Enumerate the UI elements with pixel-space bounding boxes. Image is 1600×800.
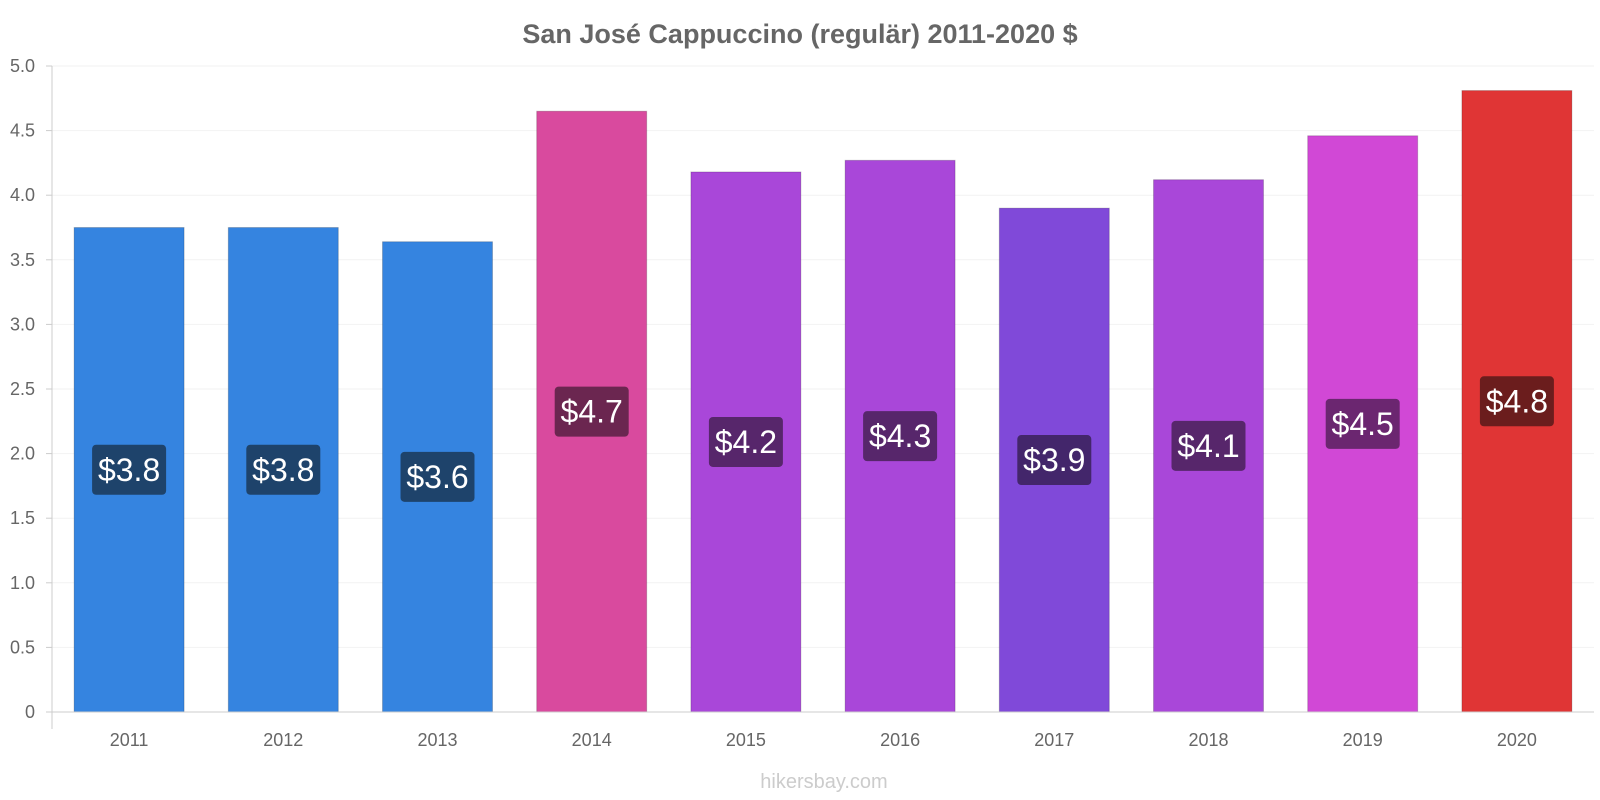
data-label-box (400, 451, 475, 502)
x-tick-label: 2019 (1343, 730, 1383, 750)
data-label-box (1017, 435, 1092, 486)
y-tick-label: 0 (25, 702, 35, 722)
data-label-box (1171, 420, 1246, 471)
data-label-box (92, 444, 167, 495)
data-label: $3.8 (98, 452, 160, 488)
data-label-box (863, 411, 938, 462)
y-tick-label: 0.5 (10, 637, 35, 657)
data-label: $3.6 (406, 459, 468, 495)
y-tick-label: 1.0 (10, 573, 35, 593)
data-label-box (554, 386, 629, 437)
data-label: $4.2 (715, 424, 777, 460)
y-tick-label: 4.5 (10, 121, 35, 141)
x-tick-label: 2015 (726, 730, 766, 750)
data-label: $4.3 (869, 418, 931, 454)
x-tick-label: 2017 (1034, 730, 1074, 750)
x-tick-label: 2016 (880, 730, 920, 750)
y-tick-label: 4.0 (10, 185, 35, 205)
data-label-box (1325, 398, 1400, 449)
x-tick-label: 2012 (263, 730, 303, 750)
data-label: $3.8 (252, 452, 314, 488)
axes: 0 0.5 1.0 1.5 2.0 2.5 3.0 3.5 4.0 4.5 5.0 2011 2012 2… (10, 56, 1594, 750)
y-tick-label: 2.0 (10, 444, 35, 464)
y-tick-label: 5.0 (10, 56, 35, 76)
data-label: $3.9 (1023, 442, 1085, 478)
y-tick-label: 2.5 (10, 379, 35, 399)
x-tick-label: 2013 (417, 730, 457, 750)
data-label: $4.7 (561, 394, 623, 430)
x-tick-label: 2011 (110, 730, 149, 750)
data-label: $4.5 (1332, 406, 1394, 442)
data-label: $4.8 (1486, 383, 1548, 419)
data-label-box (246, 444, 321, 495)
x-tick-label: 2018 (1188, 730, 1228, 750)
y-tick-label: 1.5 (10, 508, 35, 528)
data-labels: $3.8 $3.8 $3.6 $4.7 $4.2 $4.3 $3.9 $4.1 $4.5 $4.8 (92, 376, 1554, 502)
x-tick-label: 2014 (572, 730, 612, 750)
data-label-box (1479, 376, 1554, 427)
source-credit: hikersbay.com (760, 771, 887, 793)
y-tick-label: 3.0 (10, 314, 35, 334)
x-tick-label: 2020 (1497, 730, 1537, 750)
chart-title: San José Cappuccino (regulär) 2011-2020 … (522, 19, 1077, 49)
data-label-box (708, 416, 783, 467)
y-tick-label: 3.5 (10, 250, 35, 270)
data-label: $4.1 (1177, 428, 1239, 464)
